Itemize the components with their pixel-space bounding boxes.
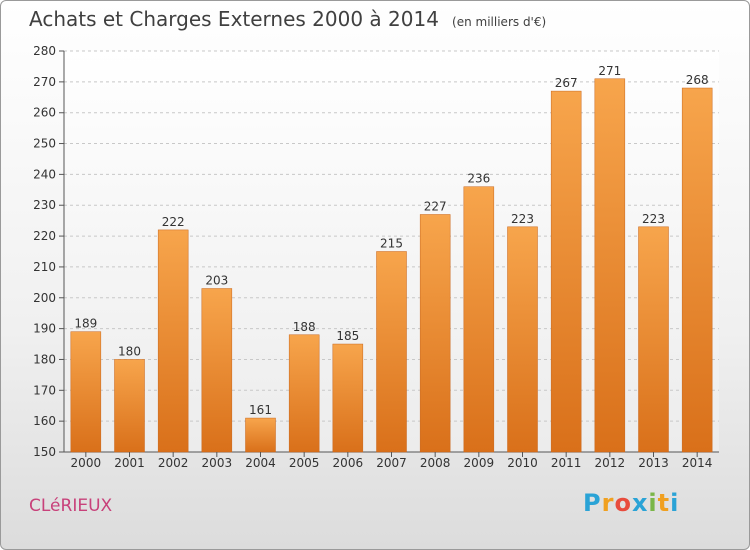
x-tick-label: 2010 [507, 456, 538, 470]
bar-value-label: 223 [642, 212, 665, 226]
y-tick-label: 230 [33, 198, 56, 212]
bar [550, 90, 582, 453]
bar [507, 226, 538, 453]
x-tick-label: 2006 [333, 456, 364, 470]
x-tick-label: 2014 [682, 456, 713, 470]
y-tick-label: 270 [33, 75, 56, 89]
logo-letter: i [648, 489, 658, 517]
x-tick-label: 2012 [595, 456, 626, 470]
y-tick-label: 210 [33, 260, 56, 274]
logo-letter: i [670, 489, 680, 517]
bar-value-label: 189 [74, 317, 97, 331]
proxiti-logo[interactable]: Proxiti [583, 489, 679, 517]
x-tick-label: 2009 [464, 456, 495, 470]
x-tick-label: 2001 [114, 456, 145, 470]
bar [114, 359, 145, 453]
y-tick-label: 260 [33, 106, 56, 120]
bar [681, 87, 713, 453]
bar-value-label: 222 [162, 215, 185, 229]
bar-value-label: 267 [555, 76, 578, 90]
bar-value-label: 188 [293, 320, 316, 334]
x-tick-label: 2000 [71, 456, 102, 470]
bar [288, 334, 320, 453]
bar-value-label: 161 [249, 403, 272, 417]
bar-value-label: 215 [380, 237, 403, 251]
plot-area: 150 160 170 180 190 200 210 220 230 240 250 260 270 2… [33, 44, 719, 470]
y-tick-label: 170 [33, 383, 56, 397]
bar-value-label: 180 [118, 344, 141, 358]
bar-value-label: 223 [511, 212, 534, 226]
x-tick-label: 2003 [202, 456, 233, 470]
bar [70, 331, 102, 453]
logo-letter: r [601, 489, 615, 517]
bar [463, 186, 495, 453]
logo-letter: P [583, 489, 602, 517]
y-tick-label: 150 [33, 445, 56, 459]
bar [245, 417, 276, 453]
bar-value-label: 271 [598, 64, 621, 78]
x-tick-label: 2005 [289, 456, 320, 470]
bar-value-label: 268 [686, 73, 709, 87]
x-tick-label: 2007 [376, 456, 407, 470]
y-tick-label: 160 [33, 414, 56, 428]
bar [157, 229, 189, 453]
title-row: Achats et Charges Externes 2000 à 2014 (… [29, 7, 546, 31]
y-tick-label: 250 [33, 137, 56, 151]
bar-value-label: 185 [336, 329, 359, 343]
logo-letter: x [631, 489, 649, 517]
logo-letter: o [614, 489, 632, 517]
chart-unit: (en milliers d'€) [452, 15, 547, 29]
x-tick-label: 2011 [551, 456, 582, 470]
logo-letter: t [657, 489, 671, 517]
y-tick-label: 240 [33, 167, 56, 181]
bar [594, 78, 626, 453]
chart-title: Achats et Charges Externes 2000 à 2014 [29, 7, 439, 31]
y-tick-label: 280 [33, 44, 56, 58]
y-tick-label: 200 [33, 291, 56, 305]
x-tick-label: 2008 [420, 456, 451, 470]
y-tick-label: 190 [33, 322, 56, 336]
city-name: CLéRIEUX [29, 496, 113, 516]
bar [376, 251, 407, 453]
bar [201, 288, 233, 453]
bar-value-label: 203 [205, 274, 228, 288]
bar [332, 343, 364, 453]
bar [419, 214, 451, 453]
x-tick-label: 2002 [158, 456, 189, 470]
x-tick-label: 2004 [245, 456, 276, 470]
x-tick-label: 2013 [638, 456, 669, 470]
y-tick-label: 180 [33, 352, 56, 366]
bar [638, 226, 669, 453]
bar-value-label: 236 [467, 172, 490, 186]
bar-value-label: 227 [424, 199, 447, 213]
y-tick-label: 220 [33, 229, 56, 243]
